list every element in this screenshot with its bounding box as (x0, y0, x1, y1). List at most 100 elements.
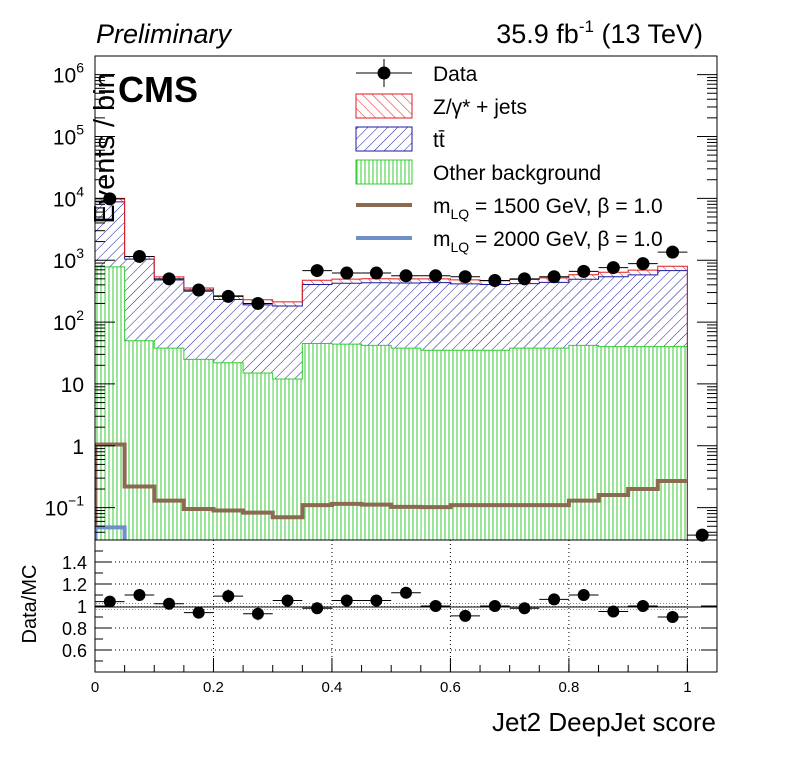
x-tick-label: 0.6 (440, 679, 461, 696)
ttbar-bar (272, 305, 303, 380)
x-tick-label: 0 (91, 679, 99, 696)
ttbar-bar (183, 291, 214, 360)
data-point (162, 272, 176, 286)
ratio-point (400, 586, 412, 599)
other-bar (243, 373, 273, 540)
data-point (547, 270, 561, 284)
x-tick-label: 1 (683, 679, 691, 696)
data-point (340, 266, 354, 280)
ttbar-bar (598, 276, 629, 347)
ratio-y-tick-label: 0.6 (62, 641, 87, 661)
ratio-point (459, 609, 472, 622)
ratio-point (429, 600, 442, 612)
other-bar (450, 350, 481, 540)
ratio-point (192, 606, 205, 619)
ttbar-bar (124, 259, 155, 341)
other-bar (302, 343, 332, 540)
legend-label: Data (433, 63, 478, 86)
lq1500-line (95, 442, 688, 540)
data-point (666, 245, 680, 259)
data-point (192, 283, 206, 297)
ttbar-bar (568, 279, 599, 346)
ratio-point (251, 607, 264, 620)
ttbar-outline (95, 201, 688, 540)
ratio-uncertainty-band (95, 602, 688, 610)
legend-swatch (355, 126, 413, 152)
legend-label: mLQ = 1500 GeV, β = 1.0 (433, 195, 663, 222)
ratio-point (281, 594, 294, 607)
other-bar (124, 340, 155, 540)
ttbar-bar (391, 283, 421, 349)
other-bar (539, 348, 569, 540)
y-tick-label: 10 (61, 374, 84, 397)
ratio-axes: 0.60.811.21.40 0.2 0.4 0.6 0.8 1 (62, 550, 717, 696)
y-tick-label: 104 (53, 183, 84, 211)
ttbar-bar (480, 284, 510, 351)
preliminary-label: Preliminary (96, 19, 233, 49)
data-point (458, 270, 472, 284)
legend-label: Other background (433, 162, 601, 185)
data-point (429, 269, 443, 283)
other-bar (480, 350, 510, 540)
ratio-y-tick-label: 1.2 (62, 575, 87, 595)
other-bar (272, 379, 303, 540)
ttbar-bar (628, 274, 658, 347)
ratio-point (577, 589, 590, 601)
legend-swatch (355, 93, 413, 119)
data-point (577, 264, 591, 278)
ratio-point (133, 589, 146, 601)
ttbar-bar (509, 283, 540, 349)
other-bar (183, 359, 214, 540)
zjets-bar (628, 270, 658, 275)
other-bar (213, 362, 244, 540)
other-bar (657, 346, 688, 540)
legend-data-marker (377, 66, 391, 80)
ttbar-bar (213, 299, 244, 363)
x-tick-label: 0.2 (203, 679, 224, 696)
data-point (310, 264, 324, 278)
ttbar-bar (331, 283, 362, 345)
ratio-points (95, 586, 688, 623)
ratio-point (548, 593, 561, 606)
legend: Data Z/γ* + jets tt̄ Other background mLQ = … (355, 59, 663, 255)
other-bar (628, 346, 658, 540)
data-point (399, 269, 413, 283)
y-tick-label: 105 (53, 121, 84, 149)
other-bar (391, 348, 421, 540)
zjets-bar (361, 278, 392, 283)
ttbar-bar (361, 282, 392, 346)
ratio-point (636, 600, 649, 612)
y-tick-label: 106 (53, 60, 84, 88)
cms-label: CMS (118, 69, 198, 110)
ratio-y-tick-label: 1 (77, 597, 87, 617)
data-point (636, 257, 650, 271)
y-tick-label: 10−1 (45, 493, 85, 521)
luminosity-label: 35.9 fb-1 (13 TeV) (496, 17, 703, 49)
y-tick-label: 102 (53, 307, 84, 335)
data-point (369, 266, 383, 280)
data-point (488, 273, 502, 287)
other-bar (568, 345, 599, 540)
other-bar (598, 346, 629, 540)
y-tick-label: 1 (72, 436, 84, 459)
zjets-bar (331, 279, 362, 284)
zjets-bar (272, 301, 303, 306)
ratio-point (607, 605, 620, 618)
zjets-bar (598, 272, 629, 277)
legend-swatch (355, 159, 413, 185)
ttbar-bar (450, 283, 481, 351)
ratio-point (340, 594, 353, 607)
zjets-outline (95, 197, 688, 540)
signal-lines (95, 442, 688, 540)
data-point (251, 296, 265, 310)
x-axis-label: Jet2 DeepJet score (492, 707, 716, 737)
other-bar (361, 345, 392, 540)
ratio-y-axis-label: Data/MC (19, 565, 41, 644)
other-bar (95, 266, 125, 540)
ratio-y-tick-label: 0.8 (62, 619, 87, 639)
ratio-y-tick-label: 1.4 (62, 553, 87, 573)
ttbar-bar (302, 284, 332, 344)
data-point (132, 249, 146, 263)
ttbar-bar (154, 280, 184, 349)
